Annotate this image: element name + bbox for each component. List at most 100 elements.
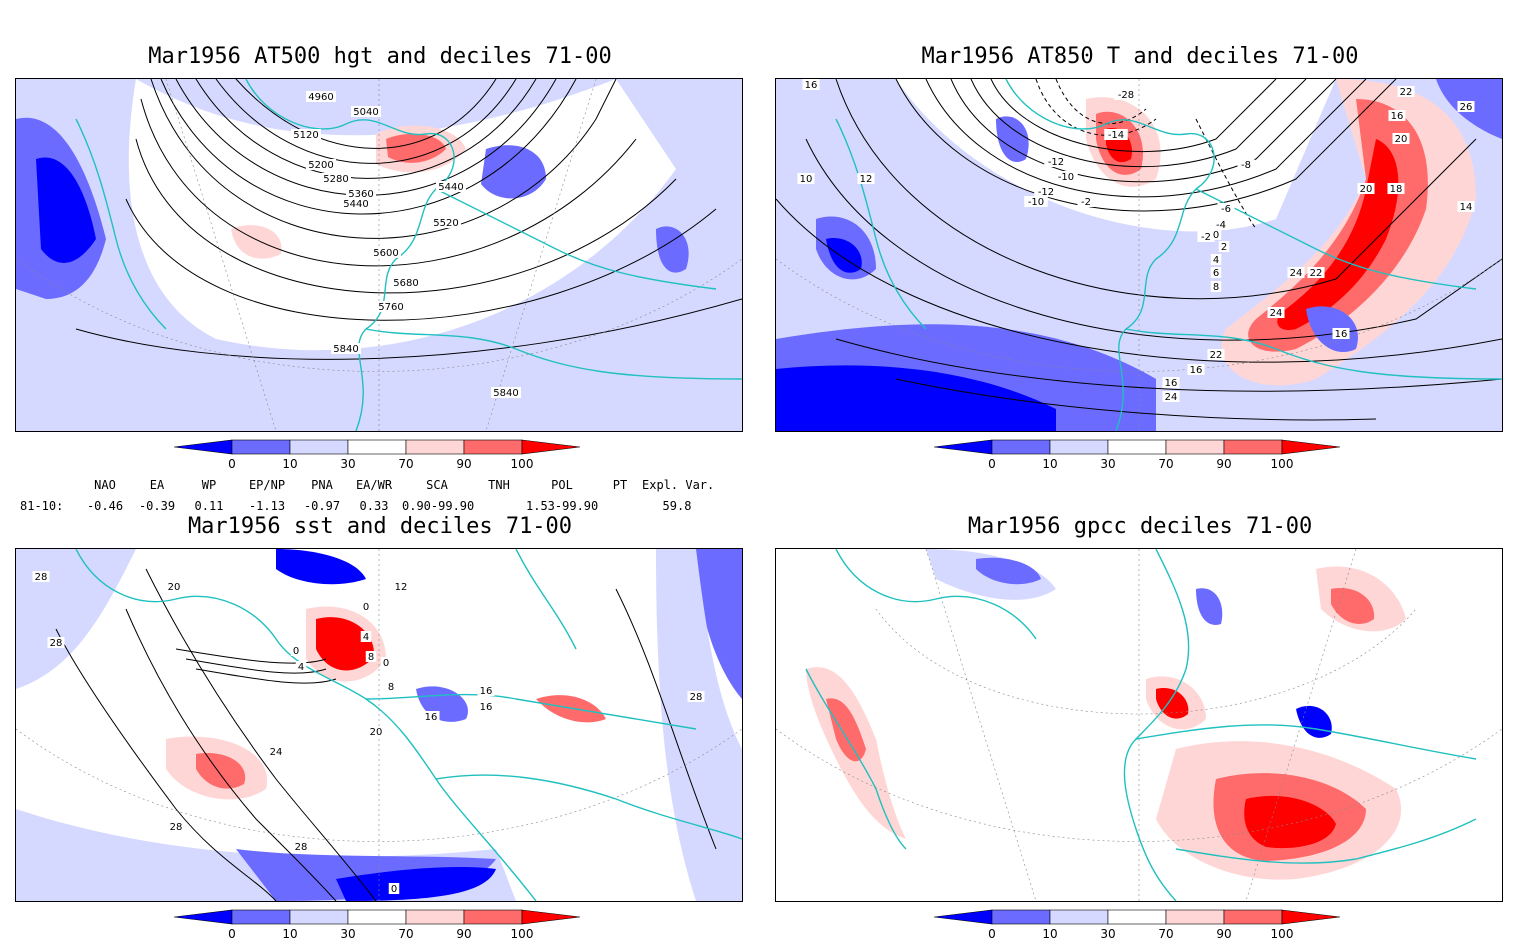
contour-label: 22 xyxy=(1397,86,1415,98)
svg-text:-28: -28 xyxy=(1118,90,1134,101)
map-hgt500-canvas: 4960504051205200528053605440544055205600… xyxy=(16,79,742,431)
contour-label: -8 xyxy=(1237,159,1255,171)
index-header: EA/WR xyxy=(355,477,393,492)
contour-label: 5440 xyxy=(436,181,466,193)
colorbar-segment xyxy=(1223,909,1283,925)
index-value: -0.97 xyxy=(303,498,341,513)
svg-text:-4: -4 xyxy=(1216,220,1226,231)
svg-text:4: 4 xyxy=(298,662,304,673)
colorbar-tick-label: 90 xyxy=(1216,457,1231,471)
contour-label: 0 xyxy=(380,657,392,669)
index-header: Expl. Var. xyxy=(642,477,715,492)
colorbar-segment xyxy=(1049,909,1109,925)
svg-text:0: 0 xyxy=(383,658,389,669)
contour-label: 28 xyxy=(32,571,50,583)
colorbar-tick-label: 30 xyxy=(340,927,355,941)
svg-text:0: 0 xyxy=(391,884,397,895)
contour-label: 8 xyxy=(385,681,397,693)
colorbar-extend-low xyxy=(174,439,233,455)
contour-label: 0 xyxy=(388,883,400,895)
svg-text:12: 12 xyxy=(860,174,873,185)
indices-header-row: NAO EA WP EP/NP PNA EA/WR SCA TNH POL PT Expl. Var… xyxy=(20,474,715,495)
svg-text:4: 4 xyxy=(1213,255,1219,266)
colorbar-t850: 0 10 30 70 90 100 xyxy=(934,438,1354,474)
svg-text:14: 14 xyxy=(1460,202,1473,213)
svg-text:26: 26 xyxy=(1460,102,1473,113)
colorbar-tick-label: 70 xyxy=(398,927,413,941)
contour-label: -6 xyxy=(1217,203,1235,215)
contour-label: 16 xyxy=(477,701,495,713)
colorbar-segment xyxy=(463,909,523,925)
svg-text:5440: 5440 xyxy=(438,182,463,193)
svg-text:16: 16 xyxy=(425,712,438,723)
colorbar-segment xyxy=(289,909,349,925)
colorbar-extend-high xyxy=(1281,909,1341,925)
svg-text:-2: -2 xyxy=(1201,232,1211,243)
contour-label: 5200 xyxy=(306,159,336,171)
svg-text:5680: 5680 xyxy=(393,278,418,289)
svg-text:4: 4 xyxy=(363,632,369,643)
contour-label: 18 xyxy=(1387,183,1405,195)
contour-label: 5600 xyxy=(371,247,401,259)
svg-text:16: 16 xyxy=(1190,365,1203,376)
contour-label: 5280 xyxy=(321,173,351,185)
index-value: 59.8 xyxy=(662,498,692,513)
colorbar-extend-high xyxy=(521,909,581,925)
contour-label: 0 xyxy=(1210,229,1222,241)
contour-label: 16 xyxy=(422,711,440,723)
colorbar-segment xyxy=(1223,439,1283,455)
svg-text:-12: -12 xyxy=(1038,187,1054,198)
svg-text:12: 12 xyxy=(395,582,408,593)
contour-label: 28 xyxy=(167,821,185,833)
colorbar-segment xyxy=(231,439,291,455)
contour-label: 24 xyxy=(1287,267,1305,279)
svg-text:5440: 5440 xyxy=(343,199,368,210)
colorbar-segment xyxy=(1107,909,1167,925)
index-header: WP xyxy=(201,477,217,492)
contour-label: -2 xyxy=(1197,231,1215,243)
contour-label: 28 xyxy=(47,637,65,649)
contour-label: 10 xyxy=(797,173,815,185)
contour-label: 4 xyxy=(295,661,307,673)
colorbar-tick-label: 30 xyxy=(1100,457,1115,471)
svg-text:24: 24 xyxy=(1290,268,1303,279)
colorbar-svg: 0 10 30 70 90 100 xyxy=(174,909,581,941)
contour-label: -10 xyxy=(1054,171,1078,183)
svg-text:8: 8 xyxy=(1213,282,1219,293)
svg-text:20: 20 xyxy=(370,727,383,738)
svg-text:28: 28 xyxy=(690,692,703,703)
svg-text:-14: -14 xyxy=(1108,130,1124,141)
colorbar-svg: 0 10 30 70 90 100 xyxy=(934,439,1341,471)
colorbar-tick-label: 30 xyxy=(1100,927,1115,941)
svg-text:8: 8 xyxy=(368,652,374,663)
index-value: -0.46 xyxy=(86,498,124,513)
index-header: EP/NP xyxy=(248,477,286,492)
contour-label: 5120 xyxy=(291,129,321,141)
index-value: 1.53-99.90 xyxy=(526,498,599,513)
map-t850: -28 -14 -12 -10 -12 -10 -8 -6 -4 -2 -2 0 2 4 6 8 10 12 14 1… xyxy=(775,78,1503,432)
svg-text:28: 28 xyxy=(35,572,48,583)
colorbar-sst: 0 10 30 70 90 100 xyxy=(174,908,594,944)
contour-label: 4960 xyxy=(306,91,336,103)
colorbar-tick-label: 10 xyxy=(282,457,297,471)
colorbar-segment xyxy=(231,909,291,925)
svg-text:20: 20 xyxy=(1395,134,1408,145)
index-value: 0.33 xyxy=(359,498,389,513)
contour-label: 5680 xyxy=(391,277,421,289)
index-value: 0.90-99.90 xyxy=(402,498,475,513)
contour-label: 6 xyxy=(1210,267,1222,279)
svg-text:0: 0 xyxy=(363,602,369,613)
contour-label: -10 xyxy=(1024,196,1048,208)
contour-label: 22 xyxy=(1307,267,1325,279)
index-header: POL xyxy=(551,477,573,492)
panel-title-gpcc: Mar1956 gpcc deciles 71-00 xyxy=(967,514,1313,539)
colorbar-tick-label: 90 xyxy=(456,927,471,941)
svg-text:24: 24 xyxy=(270,747,283,758)
colorbar-tick-label: 70 xyxy=(1158,457,1173,471)
index-header: NAO xyxy=(94,477,116,492)
colorbar-segment xyxy=(1107,439,1167,455)
colorbar-segment xyxy=(405,909,465,925)
contour-label: 20 xyxy=(1357,183,1375,195)
svg-text:5200: 5200 xyxy=(308,160,333,171)
svg-text:-10: -10 xyxy=(1028,197,1044,208)
